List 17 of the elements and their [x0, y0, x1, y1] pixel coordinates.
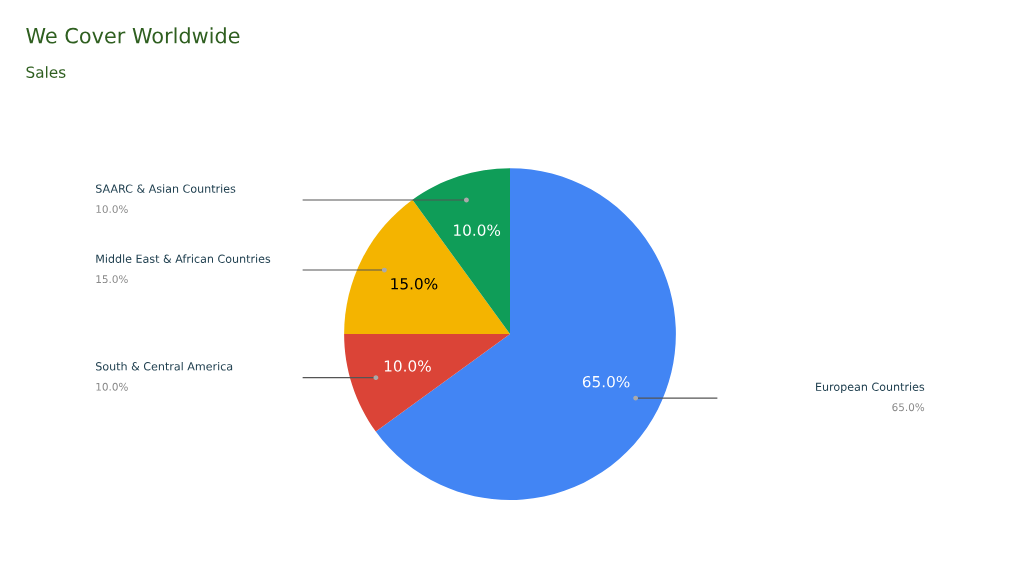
chart-subtitle: Sales	[26, 66, 66, 78]
pie-slice	[344, 334, 510, 432]
data-label: 65.0%	[582, 375, 630, 388]
data-label: 10.0%	[384, 360, 431, 372]
data-label: 10.0%	[454, 224, 501, 236]
chart-title: We Cover Worldwide	[26, 27, 240, 44]
data-label: 15.0%	[391, 278, 438, 290]
slice-label: Middle East & African Countries	[96, 254, 271, 263]
text: 10.0%	[96, 205, 128, 214]
slice-label: European Countries	[816, 382, 925, 394]
text: 15.0%	[96, 275, 128, 284]
slice-label: SAARC & Asian Countries	[96, 184, 236, 193]
text: 10.0%	[96, 382, 128, 391]
text: 65.0%	[892, 403, 925, 412]
slice-label: South & Central America	[96, 361, 233, 371]
pie-slice	[375, 168, 676, 500]
pie-slice	[344, 199, 510, 335]
